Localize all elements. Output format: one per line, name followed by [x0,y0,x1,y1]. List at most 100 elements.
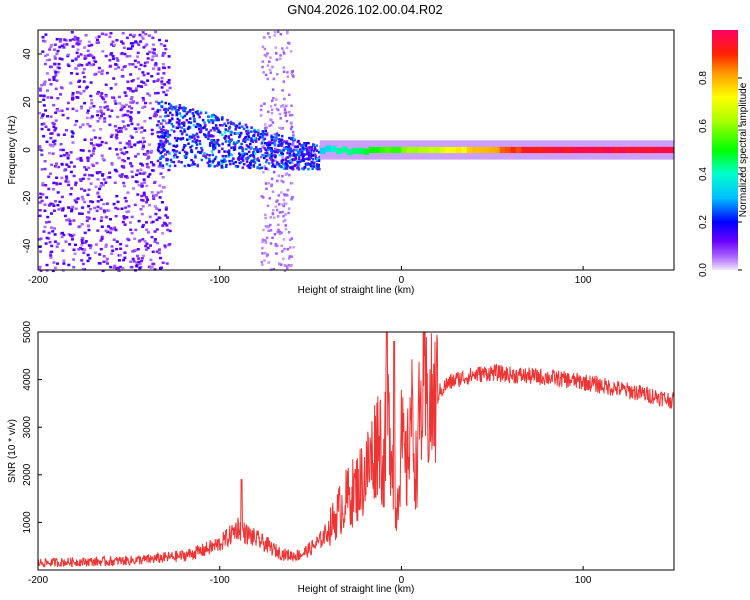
heatmap-cell [177,160,181,163]
heatmap-cell [284,224,287,227]
heatmap-cell [53,142,57,146]
heatmap-cell [43,225,47,229]
heatmap-cell [274,103,277,107]
heatmap-cell [261,45,265,49]
heatmap-cell [279,33,283,36]
heatmap-cell [77,91,81,94]
heatmap-cell [52,125,56,129]
heatmap-cell [161,63,165,66]
heatmap-cell [161,261,165,264]
heatmap-cell [53,129,57,132]
heatmap-cell [308,150,312,153]
heatmap-cell [80,237,84,240]
heatmap-cell [87,54,91,57]
heatmap-cell [227,149,231,152]
heatmap-cell [100,72,104,75]
heatmap-cell [286,247,289,251]
heatmap-cell [269,158,273,161]
heatmap-cell [155,250,159,253]
heatmap-cell [129,101,133,104]
heatmap-cell [138,240,141,243]
heatmap-cell [192,160,195,163]
heatmap-cell [283,264,287,267]
heatmap-cell [196,112,199,115]
heatmap-cell [289,114,292,117]
heatmap-cell [261,130,265,133]
heatmap-cell [48,48,52,51]
heatmap-cells [38,30,675,273]
heatmap-cell [225,163,228,167]
heatmap-cell [54,119,58,122]
heatmap-cell [192,115,195,118]
heatmap-cell [285,163,289,167]
heatmap-cell [290,264,293,267]
heatmap-cell [159,122,163,125]
heatmap-cell [282,215,285,218]
heatmap-cell [55,52,59,56]
heatmap-cell [141,254,145,258]
heatmap-cell [92,129,96,132]
heatmap-cell [101,157,105,160]
carrier-segment [341,146,348,153]
heatmap-cell [160,140,164,143]
heatmap-cell [151,55,155,58]
heatmap-cell [137,127,141,130]
heatmap-cell [291,137,294,140]
heatmap-cell [102,209,106,212]
heatmap-cell [105,262,109,265]
heatmap-cell [213,140,216,144]
heatmap-cell [293,137,296,141]
heatmap-cell [282,204,285,208]
heatmap-cell [186,127,190,130]
heatmap-cell [258,136,262,139]
heatmap-cell [114,67,118,71]
heatmap-cell [257,129,260,132]
heatmap-cell [47,187,51,191]
heatmap-cell [117,126,121,130]
heatmap-cell [53,227,56,230]
heatmap-cell [139,162,143,165]
heatmap-cell [129,73,133,76]
heatmap-cell [282,238,286,241]
x-tick-label: 100 [575,575,592,586]
heatmap-cell [261,263,264,266]
heatmap-cell [50,163,54,167]
heatmap-cell [273,31,277,34]
heatmap-cell [151,43,155,46]
heatmap-cell [234,132,237,135]
heatmap-cell [65,151,69,155]
heatmap-cell [142,73,146,77]
heatmap-cell [303,158,306,161]
heatmap-cell [292,152,296,156]
heatmap-cell [310,161,313,164]
heatmap-cell [49,254,53,257]
heatmap-cell [275,134,278,137]
heatmap-cell [71,92,75,95]
heatmap-cell [117,66,121,69]
heatmap-cell [43,80,47,83]
heatmap-cell [261,65,264,69]
heatmap-cell [66,63,70,66]
heatmap-cell [287,263,291,267]
heatmap-cell [82,75,86,79]
heatmap-cell [56,242,60,245]
heatmap-cell [271,150,274,153]
heatmap-cell [234,160,237,164]
heatmap-cell [130,215,134,219]
heatmap-cell [266,64,270,67]
carrier-segment [515,146,522,154]
carrier-segment [603,146,609,154]
heatmap-cell [266,168,270,171]
heatmap-cell [110,163,114,166]
heatmap-cell [270,184,273,188]
carrier-segment [619,146,626,154]
heatmap-cell [280,105,283,108]
heatmap-cell [86,49,90,53]
heatmap-cell [214,155,218,159]
heatmap-cell [159,256,162,260]
heatmap-cell [122,258,126,262]
colorbar-tick-label: 0.6 [698,119,709,133]
heatmap-cell [208,164,211,168]
heatmap-cell [67,165,71,168]
heatmap-cell [128,54,132,58]
